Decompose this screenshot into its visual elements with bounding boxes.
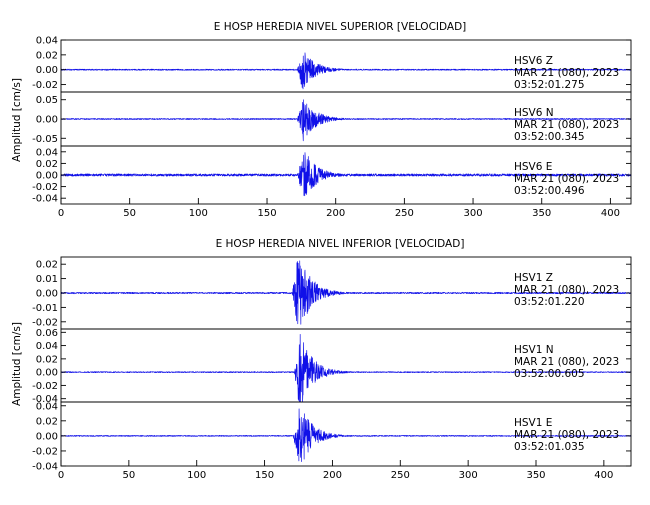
y-tick-label: 0.00 — [36, 115, 58, 126]
x-tick-label: 200 — [326, 208, 345, 219]
waveform-trace — [60, 99, 632, 142]
record-time: 03:52:00.496 — [514, 185, 585, 197]
record-date: MAR 21 (080), 2023 — [514, 119, 619, 131]
y-tick-label: -0.02 — [32, 182, 58, 193]
y-axis-label: Amplitud [cm/s] — [11, 322, 23, 406]
y-tick-label: 0.00 — [36, 289, 58, 300]
chart-title: E HOSP HEREDIA NIVEL SUPERIOR [VELOCIDAD… — [214, 21, 467, 33]
y-axis-label: Amplitud [cm/s] — [11, 78, 23, 162]
x-tick-label: 300 — [459, 470, 478, 481]
x-tick-label: 0 — [58, 470, 64, 481]
y-tick-label: 0.02 — [36, 50, 58, 61]
y-tick-label: 0.06 — [36, 328, 58, 339]
y-tick-label: -0.04 — [32, 194, 58, 205]
record-date: MAR 21 (080), 2023 — [514, 173, 619, 185]
record-time: 03:52:00.605 — [514, 368, 585, 380]
record-time: 03:52:01.035 — [514, 441, 585, 453]
y-tick-label: -0.02 — [32, 80, 58, 91]
y-tick-label: -0.01 — [32, 303, 58, 314]
chart-upper-level: E HOSP HEREDIA NIVEL SUPERIOR [VELOCIDAD… — [11, 21, 632, 219]
x-tick-label: 400 — [601, 208, 620, 219]
x-tick-label: 150 — [255, 470, 274, 481]
panel-frame — [60, 401, 632, 467]
y-tick-label: 0.00 — [36, 431, 58, 442]
y-tick-label: -0.04 — [32, 394, 58, 405]
y-tick-label: 0.04 — [36, 36, 58, 47]
record-date: MAR 21 (080), 2023 — [514, 429, 619, 441]
x-tick-label: 50 — [123, 208, 136, 219]
record-date: MAR 21 (080), 2023 — [514, 67, 619, 79]
waveform-trace — [60, 333, 632, 403]
station-component-label: HSV6 E — [514, 161, 552, 173]
y-tick-label: -0.04 — [32, 462, 58, 473]
waveform-trace — [60, 408, 632, 462]
y-tick-label: 0.00 — [36, 368, 58, 379]
x-tick-label: 400 — [594, 470, 613, 481]
y-tick-label: 0.02 — [36, 260, 58, 271]
waveform-trace — [60, 152, 632, 197]
y-tick-label: 0.02 — [36, 159, 58, 170]
record-time: 03:52:01.220 — [514, 296, 585, 308]
x-tick-label: 250 — [391, 470, 410, 481]
y-tick-label: 0.00 — [36, 171, 58, 182]
x-tick-label: 200 — [323, 470, 342, 481]
y-tick-label: 0.04 — [36, 401, 58, 412]
y-tick-label: -0.02 — [32, 317, 58, 328]
x-tick-label: 0 — [58, 208, 64, 219]
y-tick-label: 0.00 — [36, 65, 58, 76]
y-tick-label: 0.04 — [36, 341, 58, 352]
station-component-label: HSV1 N — [514, 344, 554, 356]
station-component-label: HSV1 Z — [514, 272, 553, 284]
y-tick-label: -0.05 — [32, 134, 58, 145]
chart-lower-level: E HOSP HEREDIA NIVEL INFERIOR [VELOCIDAD… — [11, 238, 632, 481]
x-tick-label: 300 — [464, 208, 483, 219]
station-component-label: HSV1 E — [514, 417, 552, 429]
station-component-label: HSV6 N — [514, 107, 554, 119]
x-tick-label: 100 — [189, 208, 208, 219]
y-tick-label: -0.02 — [32, 381, 58, 392]
waveform-trace — [60, 52, 632, 90]
x-tick-label: 350 — [526, 470, 545, 481]
waveform-trace — [60, 260, 632, 325]
record-time: 03:52:00.345 — [514, 131, 585, 143]
x-tick-label: 100 — [187, 470, 206, 481]
record-date: MAR 21 (080), 2023 — [514, 356, 619, 368]
y-tick-label: 0.02 — [36, 416, 58, 427]
y-tick-label: 0.02 — [36, 354, 58, 365]
station-component-label: HSV6 Z — [514, 55, 553, 67]
x-tick-label: 250 — [395, 208, 414, 219]
y-tick-label: 0.01 — [36, 274, 58, 285]
x-tick-label: 150 — [257, 208, 276, 219]
x-tick-label: 50 — [122, 470, 135, 481]
y-tick-label: 0.04 — [36, 147, 58, 158]
x-tick-label: 350 — [532, 208, 551, 219]
y-tick-label: 0.05 — [36, 95, 58, 106]
chart-title: E HOSP HEREDIA NIVEL INFERIOR [VELOCIDAD… — [216, 238, 465, 250]
record-date: MAR 21 (080), 2023 — [514, 284, 619, 296]
record-time: 03:52:01.275 — [514, 79, 585, 91]
y-tick-label: -0.02 — [32, 446, 58, 457]
